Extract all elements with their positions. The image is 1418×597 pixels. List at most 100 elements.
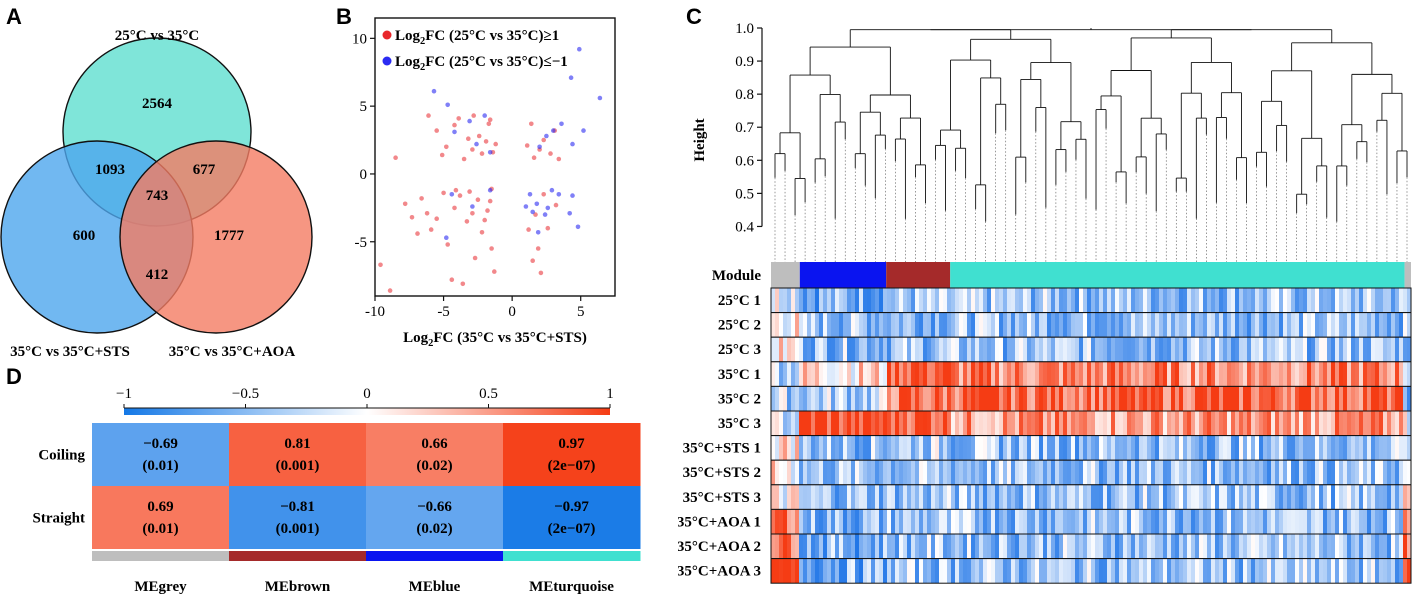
heat-cell	[1023, 484, 1028, 510]
heat-cell	[771, 361, 776, 387]
heat-cell	[1319, 460, 1324, 485]
heat-cell	[1379, 460, 1384, 485]
scatter-points	[378, 46, 603, 293]
heat-cell	[1131, 534, 1136, 559]
heat-cell	[955, 558, 960, 584]
heat-cell	[823, 558, 828, 584]
heat-cell	[935, 411, 940, 436]
heat-cell	[1023, 509, 1028, 534]
heat-cell	[1011, 288, 1016, 313]
heat-cell	[1143, 288, 1148, 313]
heat-cell	[875, 386, 880, 411]
heat-cell	[1375, 460, 1380, 485]
heat-cell	[999, 460, 1004, 485]
heat-cell	[1287, 411, 1292, 436]
heat-cell	[1211, 386, 1216, 411]
heat-cell	[1107, 337, 1112, 362]
heat-cell	[863, 411, 868, 436]
heat-cell	[1271, 361, 1276, 387]
sample-label: 35°C+STS 3	[683, 490, 761, 506]
heat-cell	[1203, 460, 1208, 485]
heat-cell	[1123, 337, 1128, 362]
heat-cell	[875, 312, 880, 338]
heat-cell	[783, 435, 788, 461]
heat-cell	[827, 435, 832, 461]
heat-cell	[1379, 411, 1384, 436]
heat-cell	[811, 460, 816, 485]
heat-cell	[1319, 435, 1324, 461]
heat-cell	[1183, 558, 1188, 584]
heat-cell	[1075, 435, 1080, 461]
heat-cell	[947, 386, 952, 411]
heat-cell	[1187, 484, 1192, 510]
heat-cell	[911, 337, 916, 362]
heat-cell	[851, 435, 856, 461]
heat-cell	[1063, 509, 1068, 534]
heat-cell	[1359, 558, 1364, 584]
heat-cell	[1075, 312, 1080, 338]
height-tick-label: 0.6	[735, 153, 754, 169]
heat-cell	[943, 386, 948, 411]
heat-cell	[1099, 534, 1104, 559]
cell-pvalue-label: (0.02)	[416, 458, 452, 474]
heat-cell	[1019, 312, 1024, 338]
heat-cell	[807, 312, 812, 338]
heat-cell	[963, 337, 968, 362]
heat-cell	[923, 558, 928, 584]
heat-cell	[931, 534, 936, 559]
heat-cell	[987, 411, 992, 436]
heat-cell	[939, 288, 944, 313]
heat-cell	[1243, 312, 1248, 338]
heat-cell	[1255, 386, 1260, 411]
heat-cell	[1167, 435, 1172, 461]
heat-cell	[1147, 509, 1152, 534]
heat-cell	[935, 386, 940, 411]
heat-cell	[1403, 411, 1408, 436]
heat-cell	[931, 386, 936, 411]
heat-cell	[955, 337, 960, 362]
heat-cell	[1383, 312, 1388, 338]
heat-cell	[1143, 509, 1148, 534]
heat-cell	[1207, 288, 1212, 313]
heat-cell	[1339, 386, 1344, 411]
heat-cell	[907, 337, 912, 362]
heat-cell	[975, 534, 980, 559]
heat-cell	[911, 460, 916, 485]
heat-cell	[1043, 312, 1048, 338]
heat-cell	[771, 509, 776, 534]
heat-cell	[883, 386, 888, 411]
heat-cell	[1015, 460, 1020, 485]
heat-cell	[903, 337, 908, 362]
heat-cell	[1075, 484, 1080, 510]
heat-cell	[863, 312, 868, 338]
heat-cell	[1307, 460, 1312, 485]
heat-cell	[1323, 312, 1328, 338]
heat-cell	[783, 460, 788, 485]
heat-cell	[1167, 558, 1172, 584]
heat-cell	[1127, 534, 1132, 559]
heat-cell	[1259, 484, 1264, 510]
heat-cell	[903, 558, 908, 584]
heat-cell	[1143, 460, 1148, 485]
heat-cell	[867, 435, 872, 461]
heat-cell	[1123, 558, 1128, 584]
heat-cell	[943, 361, 948, 387]
heat-cell	[959, 534, 964, 559]
heat-cell	[999, 337, 1004, 362]
heat-cell	[1019, 558, 1024, 584]
heat-cell	[779, 337, 784, 362]
heat-cell	[927, 558, 932, 584]
scatter-x-axis-label: Log2FC (35°C vs 35°C+STS)	[403, 330, 587, 349]
heat-cell	[1323, 534, 1328, 559]
column-label: MEbrown	[265, 579, 331, 595]
heat-cell	[1143, 484, 1148, 510]
heat-cell	[795, 411, 800, 436]
heat-cell	[1063, 411, 1068, 436]
heat-cell	[831, 460, 836, 485]
heat-cell	[799, 460, 804, 485]
heat-cell	[1059, 288, 1064, 313]
heat-cell	[1067, 460, 1072, 485]
heat-cell	[823, 534, 828, 559]
heat-cell	[1011, 558, 1016, 584]
dendrogram	[774, 28, 1408, 262]
